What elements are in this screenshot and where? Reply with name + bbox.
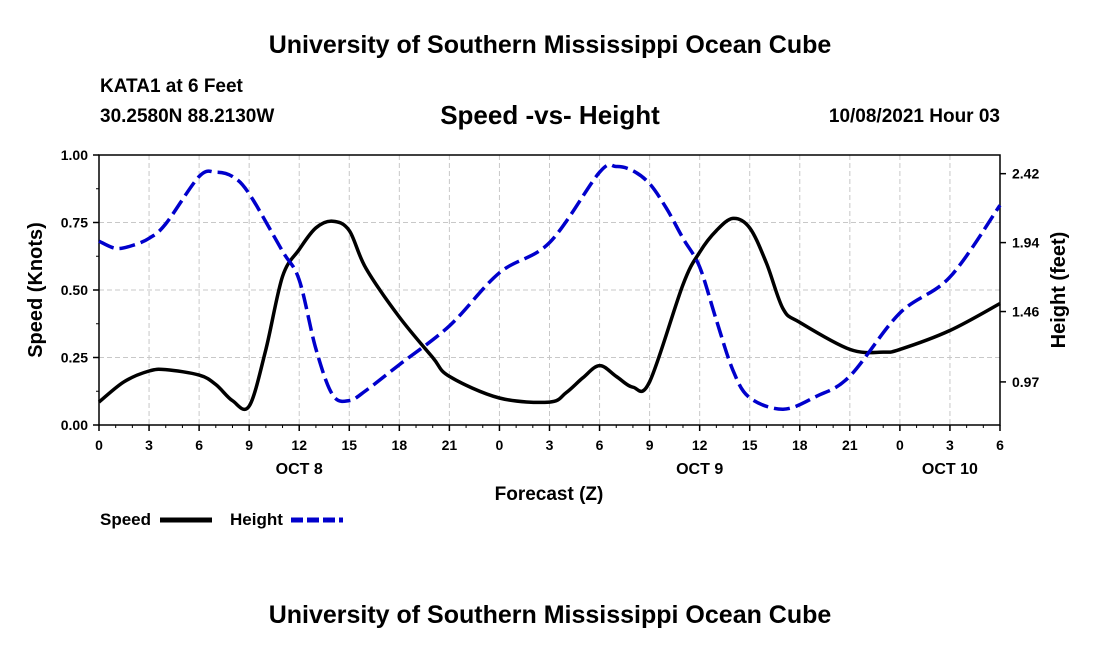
x-axis-label: Forecast (Z) — [495, 484, 604, 505]
y2-tick-label: 1.94 — [1012, 235, 1039, 251]
day-label: OCT 10 — [922, 461, 978, 478]
y2-tick-label: 0.97 — [1012, 374, 1039, 390]
speed-height-chart: 0 3 6 9 12 15 18 21 0 3 6 9 12 15 18 21 0 3 6 0.00 0.25 0.50 0… — [25, 147, 1070, 529]
x-tick-label: 6 — [195, 437, 203, 453]
y-tick-label: 0.75 — [61, 215, 88, 231]
x-tick-label: 12 — [692, 437, 708, 453]
x-tick-label: 0 — [496, 437, 504, 453]
y-tick-label: 0.50 — [61, 282, 88, 298]
x-tick-label: 0 — [896, 437, 904, 453]
legend-height-label: Height — [230, 510, 283, 529]
x-tick-label: 15 — [341, 437, 357, 453]
day-label: OCT 8 — [276, 461, 323, 478]
x-tick-label: 18 — [792, 437, 808, 453]
series-line-speed — [97, 216, 1001, 412]
series-lines — [97, 162, 1002, 412]
forecast-datetime: 10/08/2021 Hour 03 — [828, 106, 1000, 127]
x-tick-label: 12 — [291, 437, 307, 453]
series-line-height — [98, 162, 1002, 411]
x-tick-label: 18 — [392, 437, 408, 453]
x-tick-label: 9 — [245, 437, 253, 453]
legend: Speed Height — [100, 510, 343, 529]
x-tick-label: 21 — [842, 437, 858, 453]
x-tick-label: 3 — [145, 437, 153, 453]
x-tick-label: 15 — [742, 437, 758, 453]
page-title-top: University of Southern Mississippi Ocean… — [268, 31, 832, 59]
x-tick-label: 0 — [95, 437, 103, 453]
x-tick-label: 3 — [546, 437, 554, 453]
legend-speed-label: Speed — [100, 510, 151, 529]
chart-title: Speed -vs- Height — [440, 100, 660, 130]
y-tick-label: 0.25 — [61, 350, 88, 366]
grid-lines — [99, 155, 1000, 425]
y-axis-label: Speed (Knots) — [25, 222, 47, 358]
station-coordinates: 30.2580N 88.2130W — [100, 106, 275, 127]
y2-tick-label: 1.46 — [1012, 304, 1039, 320]
x-tick-label: 3 — [946, 437, 954, 453]
x-tick-label: 21 — [442, 437, 458, 453]
page-title-bottom: University of Southern Mississippi Ocean… — [268, 601, 832, 629]
y-tick-label: 0.00 — [61, 417, 88, 433]
x-tick-label: 6 — [996, 437, 1004, 453]
station-label: KATA1 at 6 Feet — [100, 76, 243, 97]
axes: 0 3 6 9 12 15 18 21 0 3 6 9 12 15 18 21 0 3 6 0.00 0.25 0.50 0… — [61, 147, 1040, 478]
y2-axis-label: Height (feet) — [1048, 232, 1070, 349]
y-tick-label: 1.00 — [61, 147, 88, 163]
x-tick-label: 9 — [646, 437, 654, 453]
y2-tick-label: 2.42 — [1012, 166, 1039, 182]
day-label: OCT 9 — [676, 461, 723, 478]
x-tick-label: 6 — [596, 437, 604, 453]
